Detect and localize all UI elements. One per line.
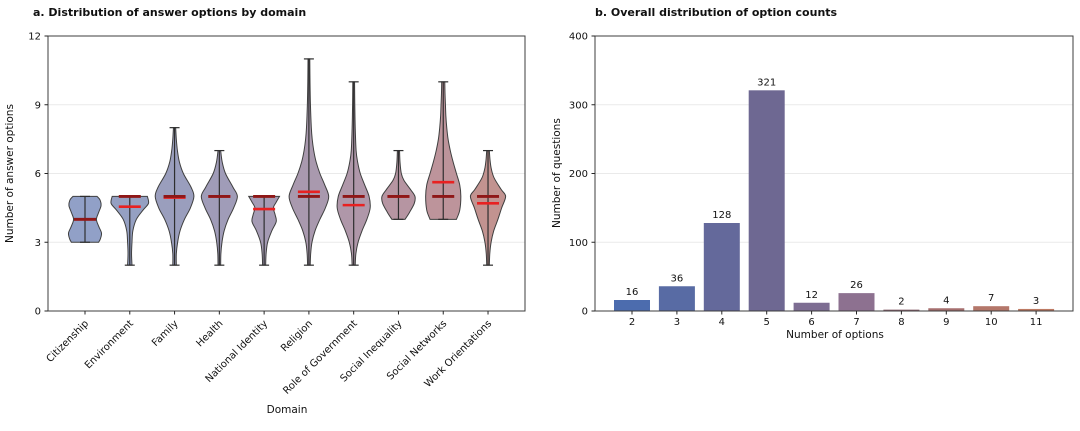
svg-text:3: 3 (674, 317, 680, 328)
svg-text:Health: Health (194, 318, 225, 349)
svg-text:10: 10 (985, 317, 998, 328)
svg-text:8: 8 (898, 317, 904, 328)
svg-text:128: 128 (712, 210, 731, 221)
violin-chart-panel: a. Distribution of answer options by dom… (4, 6, 526, 416)
svg-text:Religion: Religion (279, 318, 315, 354)
svg-text:200: 200 (569, 169, 588, 180)
svg-text:0: 0 (582, 307, 588, 318)
svg-text:5: 5 (764, 317, 770, 328)
svg-text:100: 100 (569, 238, 588, 249)
svg-text:26: 26 (850, 280, 863, 291)
svg-text:Family: Family (150, 318, 181, 349)
svg-text:36: 36 (671, 273, 684, 284)
svg-text:9: 9 (943, 317, 949, 328)
svg-text:7: 7 (853, 317, 859, 328)
panel-b-x-axis-label: Number of options (786, 329, 884, 341)
svg-text:3: 3 (1033, 296, 1039, 307)
svg-text:Citizenship: Citizenship (45, 318, 92, 365)
panel-a-title: a. Distribution of answer options by dom… (33, 6, 307, 19)
svg-text:11: 11 (1030, 317, 1043, 328)
svg-text:300: 300 (569, 100, 588, 111)
svg-text:7: 7 (988, 293, 994, 304)
svg-text:6: 6 (808, 317, 814, 328)
svg-text:4: 4 (719, 317, 725, 328)
svg-text:3: 3 (35, 238, 41, 249)
svg-text:2: 2 (898, 297, 904, 308)
svg-text:16: 16 (626, 287, 639, 298)
svg-text:9: 9 (35, 100, 41, 111)
bar-chart-panel: b. Overall distribution of option counts… (540, 0, 1080, 431)
panel-b-title: b. Overall distribution of option counts (595, 6, 838, 19)
svg-text:12: 12 (805, 290, 818, 301)
svg-text:321: 321 (757, 77, 776, 88)
bar-plot: 16 36 128 321 12 26 2 4 7 3 0 100 200 300 400 2 3 4 5 6 7 8 9 1… (569, 32, 1074, 328)
svg-text:6: 6 (35, 169, 41, 180)
panel-a-x-axis-label: Domain (266, 404, 308, 416)
svg-text:400: 400 (569, 32, 588, 43)
svg-text:0: 0 (35, 307, 41, 318)
svg-text:Role of Government: Role of Government (281, 318, 359, 396)
svg-text:4: 4 (943, 295, 949, 306)
svg-text:12: 12 (28, 32, 41, 43)
svg-text:2: 2 (629, 317, 635, 328)
